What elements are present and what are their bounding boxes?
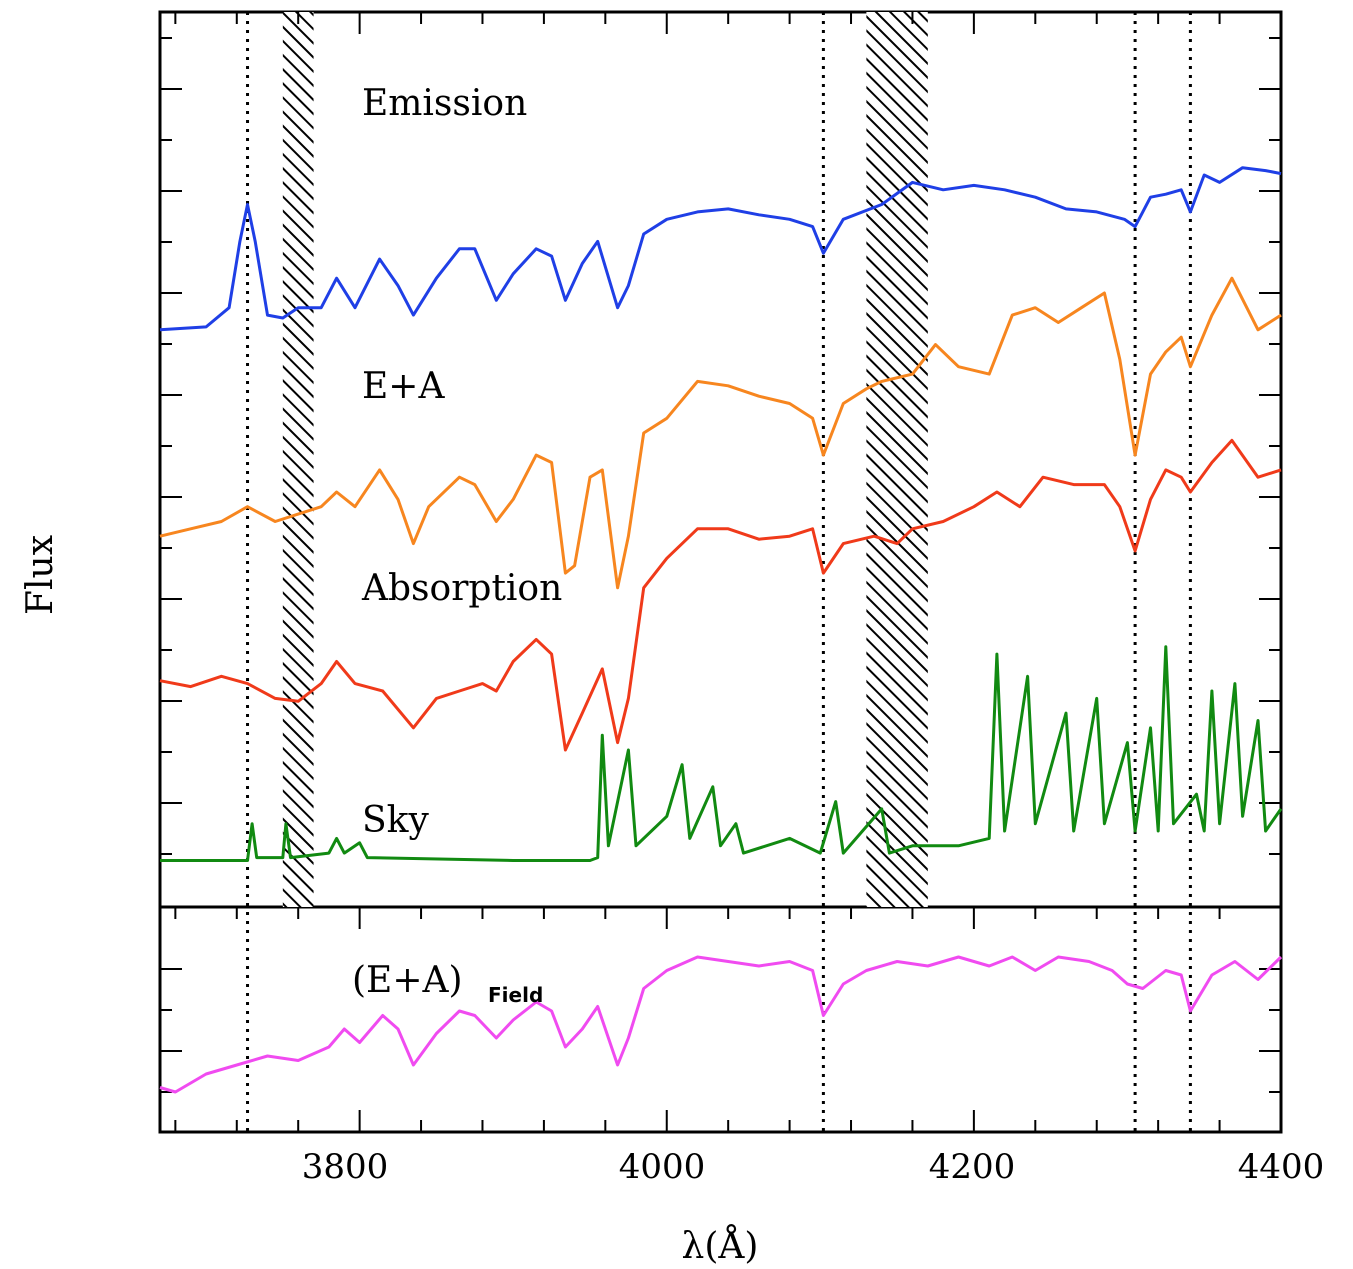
label-ea: E+A [362,366,445,407]
x-axis-label: λ(Å) [682,1225,759,1267]
series-line-absorption [159,438,1282,752]
hatched-bands [282,12,928,907]
series-line-emission [159,166,1282,332]
hatched-band-0 [282,12,314,907]
series-line-e-a [159,955,1283,1094]
xtick-label-4000: 4000 [619,1147,706,1187]
series-line-e-a [159,276,1282,590]
axis-ticks [160,12,1282,1132]
label-emission: Emission [362,83,527,124]
xtick-label-4400: 4400 [1238,1147,1325,1187]
label-absorption: Absorption [361,568,562,609]
label-field-sub: Field [488,983,543,1007]
xtick-label-4200: 4200 [929,1147,1016,1187]
series-line-sky [160,645,1283,862]
xtick-label-3800: 3800 [302,1147,389,1187]
series-lines [159,166,1283,1094]
y-axis-label: Flux [20,535,61,615]
label-field: (E+A) [352,960,463,1001]
top-panel-frame [158,10,1283,909]
bottom-panel-frame [158,905,1283,1134]
hatched-band-1 [866,12,928,907]
label-sky: Sky [362,800,429,841]
